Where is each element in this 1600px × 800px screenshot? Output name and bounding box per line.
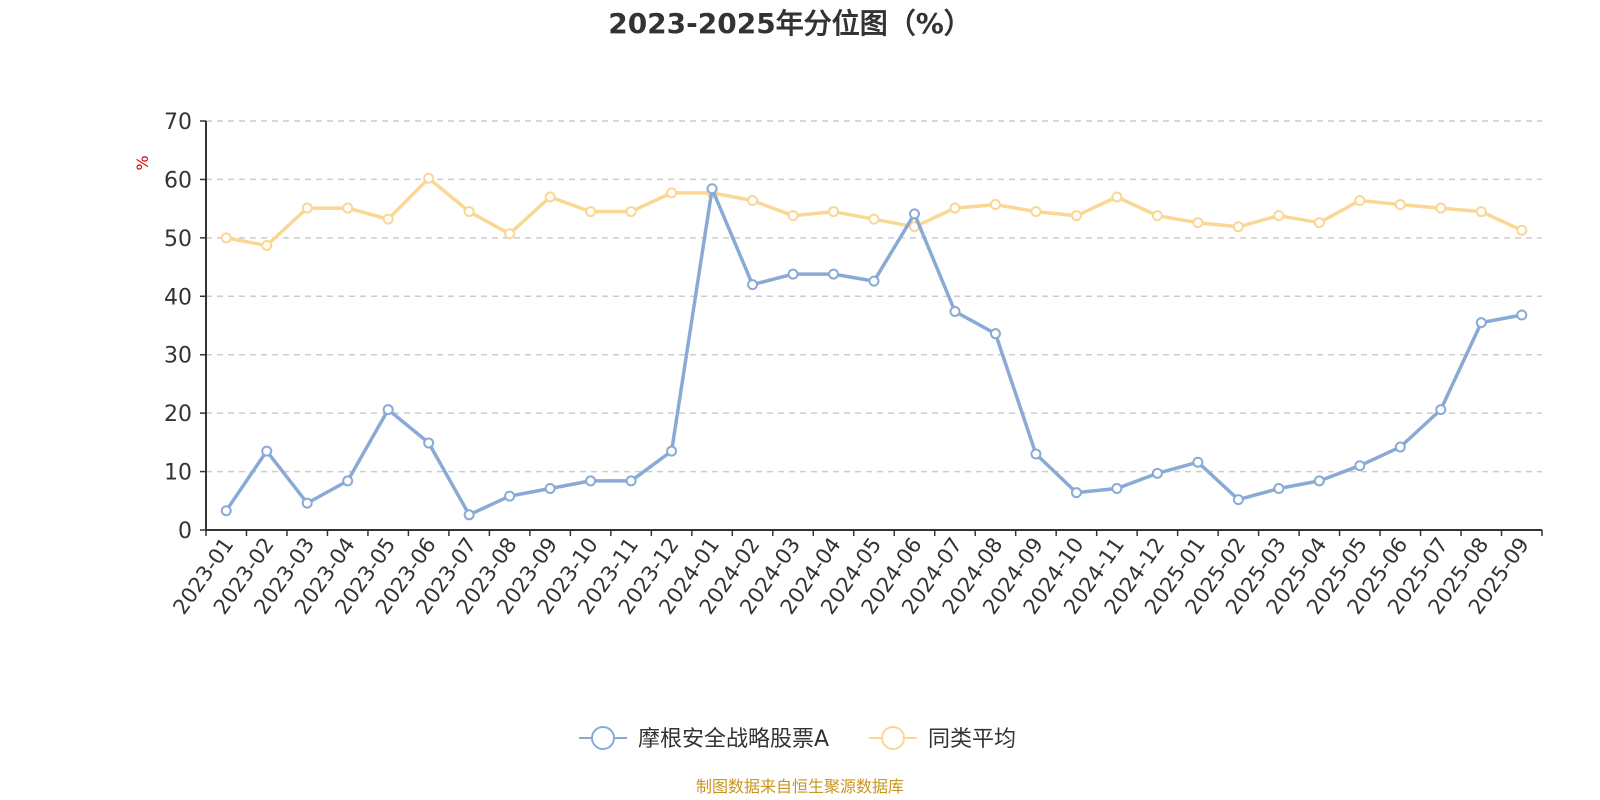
data-point-s1-2024-04[interactable] — [828, 206, 840, 218]
data-point-s0-2025-01[interactable] — [1192, 456, 1204, 468]
y-tick-label-30: 30 — [164, 344, 192, 369]
data-point-s0-2024-01[interactable] — [706, 183, 718, 195]
legend-label-1: 同类平均 — [928, 727, 1016, 752]
legend-item-1[interactable]: 同类平均 — [869, 726, 1016, 752]
data-point-s0-2025-08[interactable] — [1475, 317, 1487, 329]
data-point-s1-2023-10[interactable] — [585, 206, 597, 218]
data-point-s1-2024-07[interactable] — [949, 202, 961, 214]
data-point-s1-2024-05[interactable] — [868, 213, 880, 225]
data-point-s1-2024-02[interactable] — [747, 194, 759, 206]
data-point-s1-2025-08[interactable] — [1475, 206, 1487, 218]
data-point-s0-2024-07[interactable] — [949, 305, 961, 317]
legend[interactable]: 摩根安全战略股票A 同类平均 — [579, 726, 1016, 752]
y-axis-unit-label: % — [133, 155, 152, 170]
data-point-s0-2025-03[interactable] — [1273, 483, 1285, 495]
data-point-s0-2024-06[interactable] — [908, 208, 920, 220]
axes: 0102030405060702023-012023-022023-032023… — [164, 110, 1543, 619]
data-point-s1-2024-10[interactable] — [1070, 210, 1082, 222]
data-point-s1-2023-11[interactable] — [625, 206, 637, 218]
data-point-s1-2023-03[interactable] — [301, 202, 313, 214]
data-point-s1-2025-04[interactable] — [1313, 217, 1325, 229]
data-point-s0-2024-10[interactable] — [1070, 487, 1082, 499]
legend-marker-0 — [591, 726, 615, 750]
y-tick-label-60: 60 — [164, 168, 192, 193]
data-point-s0-2023-05[interactable] — [382, 404, 394, 416]
data-point-s1-2025-07[interactable] — [1435, 202, 1447, 214]
chart-title: 2023-2025年分位图（%） — [608, 7, 972, 40]
data-point-s0-2023-11[interactable] — [625, 475, 637, 487]
data-point-s0-2023-10[interactable] — [585, 475, 597, 487]
data-point-s1-2023-07[interactable] — [463, 206, 475, 218]
data-point-s1-2025-09[interactable] — [1516, 224, 1528, 236]
y-tick-label-0: 0 — [178, 519, 192, 544]
data-point-s1-2023-04[interactable] — [342, 202, 354, 214]
data-source-note: 制图数据来自恒生聚源数据库 — [696, 777, 904, 796]
data-point-s1-2023-05[interactable] — [382, 213, 394, 225]
data-point-s0-2023-01[interactable] — [220, 505, 232, 517]
data-point-s0-2023-02[interactable] — [261, 445, 273, 457]
data-point-s1-2025-03[interactable] — [1273, 210, 1285, 222]
data-point-s1-2025-06[interactable] — [1394, 199, 1406, 211]
data-point-s0-2023-03[interactable] — [301, 497, 313, 509]
y-tick-label-50: 50 — [164, 227, 192, 252]
data-point-s0-2024-08[interactable] — [989, 328, 1001, 340]
data-point-s1-2024-08[interactable] — [989, 199, 1001, 211]
data-point-s0-2023-04[interactable] — [342, 475, 354, 487]
data-point-s0-2025-06[interactable] — [1394, 441, 1406, 453]
legend-item-0[interactable]: 摩根安全战略股票A — [579, 726, 829, 752]
y-tick-label-40: 40 — [164, 285, 192, 310]
data-point-s1-2023-02[interactable] — [261, 239, 273, 251]
data-point-s0-2024-09[interactable] — [1030, 448, 1042, 460]
data-point-s0-2023-09[interactable] — [544, 483, 556, 495]
data-point-s0-2025-09[interactable] — [1516, 309, 1528, 321]
data-point-s0-2023-06[interactable] — [423, 437, 435, 449]
data-point-s1-2024-03[interactable] — [787, 210, 799, 222]
y-tick-label-70: 70 — [164, 110, 192, 135]
data-point-s1-2024-11[interactable] — [1111, 191, 1123, 203]
y-tick-label-10: 10 — [164, 461, 192, 486]
data-point-s0-2025-05[interactable] — [1354, 460, 1366, 472]
legend-marker-1 — [881, 726, 905, 750]
data-point-s0-2024-05[interactable] — [868, 275, 880, 287]
data-point-s1-2023-12[interactable] — [666, 187, 678, 199]
series-lines — [220, 172, 1528, 521]
data-point-s0-2025-02[interactable] — [1232, 494, 1244, 506]
data-point-s0-2025-04[interactable] — [1313, 475, 1325, 487]
data-point-s0-2023-07[interactable] — [463, 509, 475, 521]
gridlines — [206, 120, 1542, 473]
data-point-s1-2023-09[interactable] — [544, 191, 556, 203]
data-point-s0-2024-02[interactable] — [747, 279, 759, 291]
data-point-s0-2023-12[interactable] — [666, 445, 678, 457]
data-point-s1-2024-09[interactable] — [1030, 206, 1042, 218]
data-point-s1-2024-12[interactable] — [1151, 210, 1163, 222]
data-point-s1-2025-05[interactable] — [1354, 194, 1366, 206]
data-point-s0-2024-11[interactable] — [1111, 483, 1123, 495]
data-point-s1-2023-06[interactable] — [423, 172, 435, 184]
series-line-1 — [225, 176, 1523, 248]
y-tick-label-20: 20 — [164, 402, 192, 427]
data-point-s0-2024-12[interactable] — [1151, 467, 1163, 479]
data-point-s1-2023-08[interactable] — [504, 228, 516, 240]
data-point-s1-2025-02[interactable] — [1232, 221, 1244, 233]
data-point-s0-2024-04[interactable] — [828, 268, 840, 280]
data-point-s1-2025-01[interactable] — [1192, 217, 1204, 229]
data-point-s0-2024-03[interactable] — [787, 268, 799, 280]
legend-label-0: 摩根安全战略股票A — [638, 727, 829, 752]
data-point-s1-2023-01[interactable] — [220, 232, 232, 244]
data-point-s0-2025-07[interactable] — [1435, 404, 1447, 416]
data-point-s0-2023-08[interactable] — [504, 490, 516, 502]
